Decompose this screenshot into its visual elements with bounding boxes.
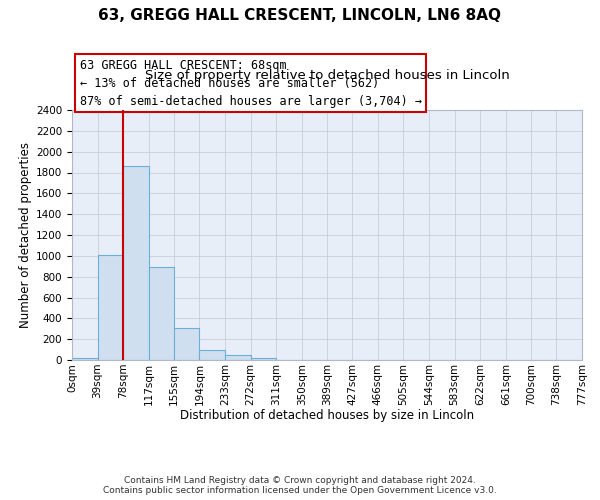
Bar [72, 358, 98, 360]
Bar [98, 256, 123, 360]
Text: Contains HM Land Registry data © Crown copyright and database right 2024.
Contai: Contains HM Land Registry data © Crown c… [103, 476, 497, 495]
Bar [123, 166, 149, 360]
Title: Size of property relative to detached houses in Lincoln: Size of property relative to detached ho… [145, 70, 509, 82]
Text: 63 GREGG HALL CRESCENT: 68sqm
← 13% of detached houses are smaller (562)
87% of : 63 GREGG HALL CRESCENT: 68sqm ← 13% of d… [80, 58, 422, 108]
Bar [149, 267, 175, 360]
Bar [225, 356, 251, 360]
Bar [251, 358, 276, 360]
Bar [174, 328, 199, 360]
X-axis label: Distribution of detached houses by size in Lincoln: Distribution of detached houses by size … [180, 409, 474, 422]
Bar [199, 350, 225, 360]
Text: 63, GREGG HALL CRESCENT, LINCOLN, LN6 8AQ: 63, GREGG HALL CRESCENT, LINCOLN, LN6 8A… [98, 8, 502, 22]
Y-axis label: Number of detached properties: Number of detached properties [19, 142, 32, 328]
